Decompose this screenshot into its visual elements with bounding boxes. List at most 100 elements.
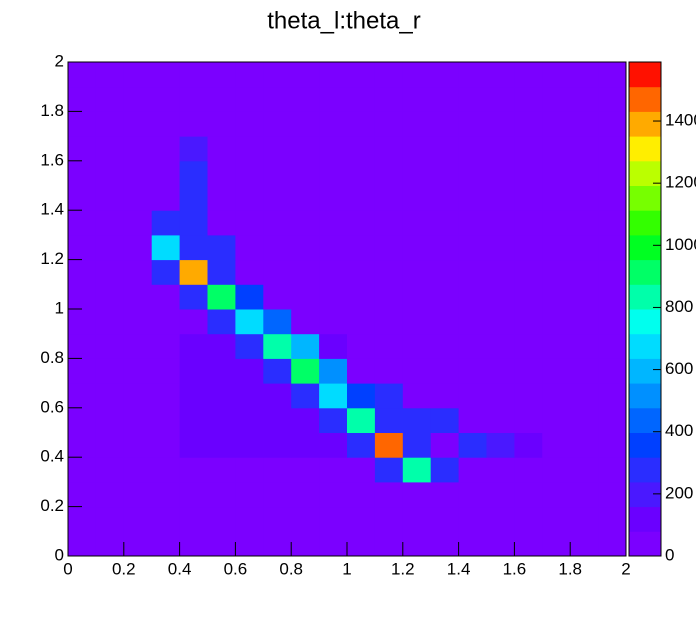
heat-cell: [598, 160, 627, 186]
heat-cell: [514, 333, 543, 359]
heat-cell: [291, 210, 320, 236]
heat-cell: [319, 111, 348, 137]
heat-cell: [179, 506, 208, 532]
heat-cell: [123, 62, 153, 88]
y-tick-label: 0.4: [40, 447, 64, 466]
x-tick-label: 2: [621, 559, 630, 578]
heat-cell: [598, 407, 627, 433]
heat-cell: [235, 185, 264, 211]
heat-cell: [95, 309, 125, 335]
heat-cell: [207, 185, 236, 211]
heat-cell: [179, 457, 208, 483]
heat-cell: [68, 309, 97, 335]
heat-cell: [151, 506, 181, 532]
heat-cell: [68, 432, 97, 458]
heat-cell: [347, 234, 376, 261]
heat-cell: [486, 259, 515, 285]
heat-cell: [207, 234, 236, 261]
heat-cell: [570, 111, 599, 137]
heat-cell: [123, 259, 153, 285]
color-box: [629, 62, 661, 88]
heat-cell: [151, 62, 181, 88]
heat-cell: [68, 481, 97, 508]
heat-cell: [458, 86, 487, 112]
heat-cell: [207, 62, 236, 88]
heat-cell: [263, 259, 292, 285]
heat-cell: [207, 309, 236, 335]
heat-cell: [542, 210, 571, 236]
heat-cell: [235, 383, 264, 409]
heat-cell: [123, 506, 153, 532]
heat-cell: [486, 234, 515, 261]
heat-cell: [319, 432, 348, 458]
heat-cell: [207, 457, 236, 483]
heat-cell: [347, 506, 376, 532]
heat-cell: [402, 358, 432, 384]
heat-cell: [123, 160, 153, 186]
heat-cell: [95, 86, 125, 112]
heat-cell: [319, 531, 348, 557]
heat-cell: [402, 407, 432, 433]
heat-cell: [514, 481, 543, 508]
y-tick-label: 0.8: [40, 348, 64, 367]
heat-cell: [263, 531, 292, 557]
heat-cell: [263, 309, 292, 335]
heat-cell: [374, 111, 404, 137]
heat-cell: [458, 160, 487, 186]
heat-cell: [598, 383, 627, 409]
heat-cell: [319, 457, 348, 483]
heat-cell: [486, 309, 515, 335]
heat-cell: [458, 210, 487, 236]
heat-cell: [95, 457, 125, 483]
heat-cell: [347, 358, 376, 384]
heat-cell: [598, 185, 627, 211]
heat-cell: [374, 457, 404, 483]
heat-cell: [235, 481, 264, 508]
heat-cell: [291, 136, 320, 162]
heat-cell: [319, 358, 348, 384]
heat-cell: [95, 407, 125, 433]
heat-cell: [68, 62, 97, 88]
color-box: [629, 333, 661, 359]
heat-cell: [263, 432, 292, 458]
heat-cell: [598, 234, 627, 261]
heat-cell: [542, 259, 571, 285]
heat-cell: [291, 185, 320, 211]
heat-cell: [347, 531, 376, 557]
heat-cell: [291, 481, 320, 508]
x-tick-label: 1.4: [447, 559, 471, 578]
heat-cell: [95, 481, 125, 508]
heat-cell: [402, 210, 432, 236]
heat-cell: [486, 160, 515, 186]
heat-cell: [68, 136, 97, 162]
heat-cell: [207, 284, 236, 310]
heat-cell: [514, 506, 543, 532]
heat-cell: [374, 185, 404, 211]
heat-cell: [291, 333, 320, 359]
heat-cell: [123, 457, 153, 483]
heat-cell: [458, 185, 487, 211]
heat-cell: [598, 259, 627, 285]
heat-cell: [319, 160, 348, 186]
heat-cell: [458, 457, 487, 483]
heat-cell: [179, 111, 208, 137]
heat-cell: [374, 531, 404, 557]
heat-cell: [68, 506, 97, 532]
heat-cell: [151, 234, 181, 261]
heat-cell: [374, 234, 404, 261]
heat-cell: [458, 333, 487, 359]
heat-cell: [207, 111, 236, 137]
heat-cell: [319, 234, 348, 261]
heat-cell: [430, 86, 460, 112]
heat-cell: [68, 234, 97, 261]
heat-cell: [347, 481, 376, 508]
heat-cell: [542, 383, 571, 409]
heat-cell: [263, 185, 292, 211]
heat-cell: [68, 185, 97, 211]
heat-cell: [207, 210, 236, 236]
heat-cell: [458, 358, 487, 384]
heat-cell: [347, 210, 376, 236]
heat-cell: [486, 111, 515, 137]
heat-cell: [291, 309, 320, 335]
heat-cell: [235, 234, 264, 261]
